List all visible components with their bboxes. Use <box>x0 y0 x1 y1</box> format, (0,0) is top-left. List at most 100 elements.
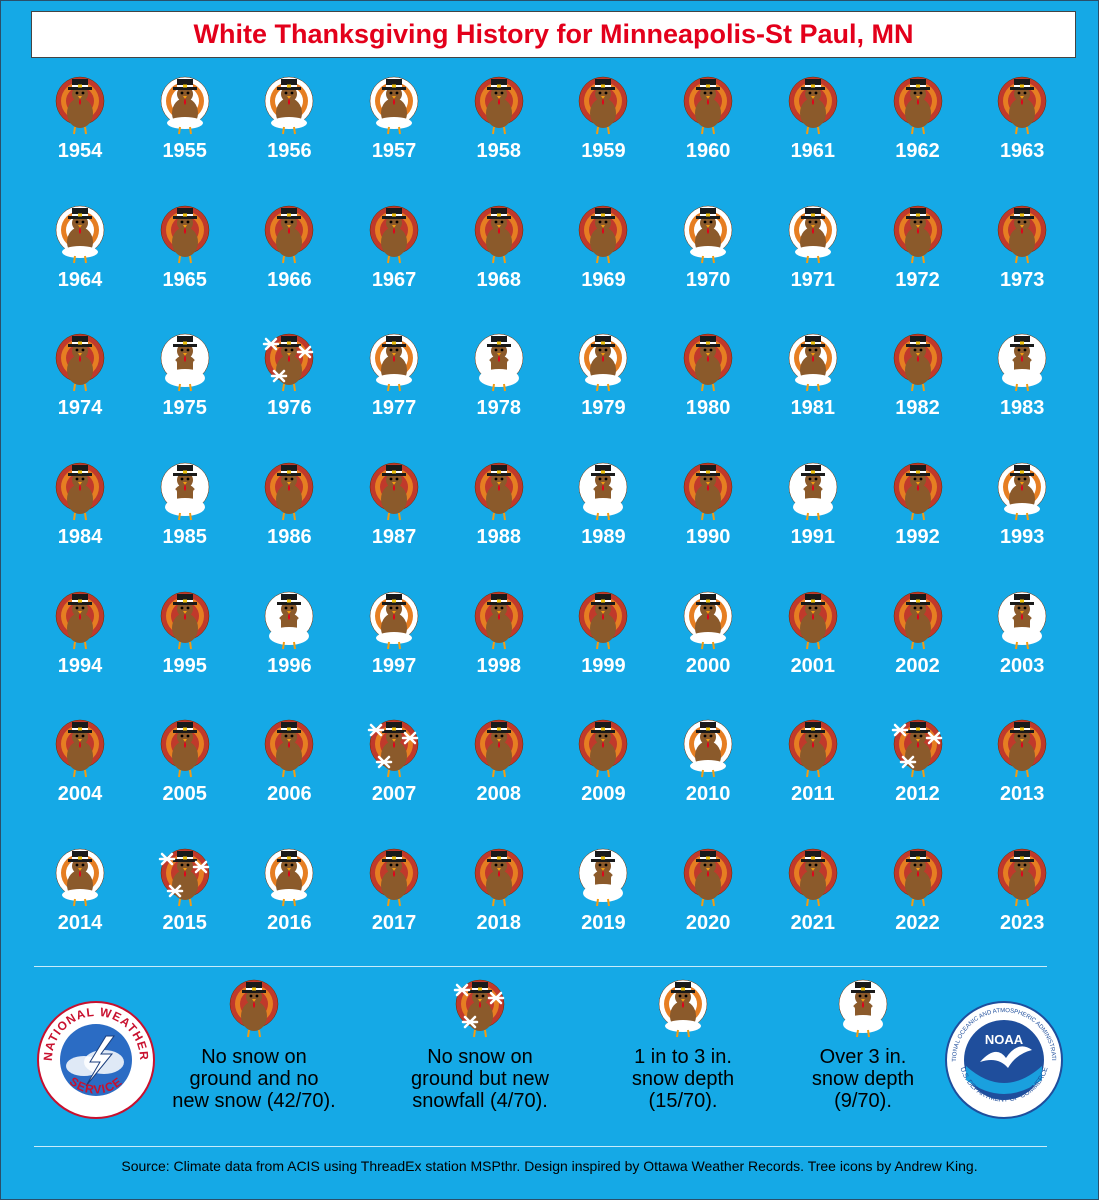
year-cell: 2009 <box>551 715 656 844</box>
year-cell: 1955 <box>133 72 238 201</box>
turkey-icon-none <box>994 204 1050 266</box>
turkey-icon-light <box>52 204 108 266</box>
year-label: 2023 <box>999 912 1045 935</box>
year-label: 1996 <box>267 654 312 677</box>
turkey-icon-none <box>366 204 422 266</box>
turkey-icon-none <box>157 204 213 266</box>
year-cell: 2000 <box>656 587 761 716</box>
turkey-icon-none <box>680 332 736 394</box>
nws-bottom-text: SERVICE <box>67 1074 124 1096</box>
year-cell: 2023 <box>970 844 1075 973</box>
chart-title-text: White Thanksgiving History for Minneapol… <box>193 19 914 49</box>
year-cell: 2018 <box>447 844 552 973</box>
year-cell: 2006 <box>237 715 342 844</box>
turkey-icon-none <box>157 718 213 780</box>
year-label: 2012 <box>895 783 940 806</box>
turkey-icon-none <box>785 590 841 652</box>
year-label: 2001 <box>790 654 836 677</box>
year-label: 1994 <box>57 654 103 677</box>
year-cell: 1994 <box>28 587 133 716</box>
turkey-icon-light <box>680 204 736 266</box>
turkey-icon-none <box>52 590 108 652</box>
turkey-icon-none <box>471 75 527 137</box>
year-label: 1971 <box>790 268 836 291</box>
year-label: 2020 <box>685 912 731 935</box>
turkey-icon-light <box>785 204 841 266</box>
year-cell: 1970 <box>656 201 761 330</box>
turkey-icon-none <box>366 461 422 523</box>
year-label: 1960 <box>685 140 731 162</box>
year-label: 1954 <box>57 140 103 162</box>
year-cell: 2002 <box>866 587 971 716</box>
year-cell: 1990 <box>656 458 761 587</box>
year-cell: 1986 <box>237 458 342 587</box>
year-cell: 2010 <box>656 715 761 844</box>
year-cell: 1968 <box>447 201 552 330</box>
year-label: 1982 <box>895 397 940 420</box>
year-cell: 1981 <box>761 329 866 458</box>
year-cell: 1977 <box>342 329 447 458</box>
turkey-icon-light <box>261 75 317 137</box>
turkey-icon-heavy <box>575 461 631 523</box>
turkey-icon-snowfall <box>366 718 422 780</box>
turkey-icon-none <box>575 718 631 780</box>
turkey-icon-none <box>261 204 317 266</box>
noaa-logo: NOAA NATIONAL OCEANIC AND ATMOSPHERIC AD… <box>942 996 1064 1120</box>
year-cell: 1989 <box>551 458 656 587</box>
year-label: 1998 <box>476 654 522 677</box>
divider-bottom <box>34 1146 1047 1147</box>
year-label: 1969 <box>581 268 626 291</box>
turkey-icon-heavy <box>471 332 527 394</box>
year-cell: 1995 <box>133 587 238 716</box>
year-cell: 1998 <box>447 587 552 716</box>
year-cell: 1978 <box>447 329 552 458</box>
year-label: 1992 <box>895 526 940 549</box>
year-label: 2022 <box>895 912 940 935</box>
turkey-icon-light <box>994 461 1050 523</box>
turkey-icon-heavy <box>157 332 213 394</box>
year-cell: 2014 <box>28 844 133 973</box>
year-label: 2016 <box>267 912 312 935</box>
turkey-icon-none <box>994 847 1050 909</box>
turkey-icon-none <box>52 461 108 523</box>
turkey-icon-light <box>366 75 422 137</box>
year-label: 1985 <box>162 526 207 549</box>
year-label: 1991 <box>790 526 836 549</box>
year-cell: 2007 <box>342 715 447 844</box>
turkey-icon-heavy <box>785 461 841 523</box>
turkey-icon-none <box>471 718 527 780</box>
turkey-icon-snowfall <box>157 847 213 909</box>
year-cell: 1957 <box>342 72 447 201</box>
turkey-icon-light <box>366 332 422 394</box>
turkey-icon-none <box>575 204 631 266</box>
year-label: 1961 <box>790 140 836 162</box>
turkey-icon-none <box>471 204 527 266</box>
turkey-icon-none <box>52 718 108 780</box>
legend-label-light: 1 in to 3 in. snow depth (15/70). <box>631 1046 735 1112</box>
year-cell: 1992 <box>866 458 971 587</box>
source-note: Source: Climate data from ACIS using Thr… <box>121 1158 978 1174</box>
turkey-icon-none <box>680 461 736 523</box>
year-cell: 1966 <box>237 201 342 330</box>
year-cell: 1956 <box>237 72 342 201</box>
year-cell: 1983 <box>970 329 1075 458</box>
turkey-icon-light <box>785 332 841 394</box>
year-label: 1962 <box>895 140 940 162</box>
year-label: 1979 <box>581 397 626 420</box>
turkey-icon-none <box>785 847 841 909</box>
legend-turkey-snowfall <box>452 978 508 1040</box>
turkey-icon-none <box>890 847 946 909</box>
year-cell: 1964 <box>28 201 133 330</box>
turkey-icon-none <box>890 332 946 394</box>
turkey-icon-none <box>680 847 736 909</box>
turkey-icon-snowfall <box>261 332 317 394</box>
turkey-icon-none <box>471 847 527 909</box>
year-label: 2009 <box>581 783 626 806</box>
chart-title: White Thanksgiving History for Minneapol… <box>31 11 1076 58</box>
year-cell: 1960 <box>656 72 761 201</box>
turkey-icon-heavy <box>261 590 317 652</box>
turkey-icon-light <box>575 332 631 394</box>
turkey-icon-none <box>575 590 631 652</box>
turkey-icon-heavy <box>994 332 1050 394</box>
year-cell: 2012 <box>866 715 971 844</box>
